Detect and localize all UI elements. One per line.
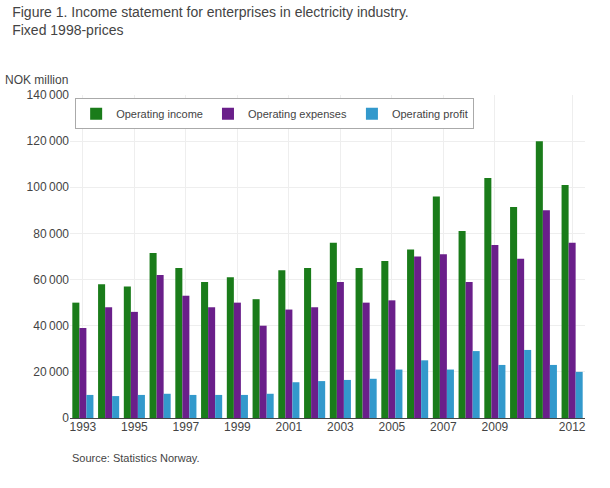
svg-text:Operating expenses: Operating expenses xyxy=(248,108,347,120)
svg-text:Operating income: Operating income xyxy=(116,108,203,120)
svg-text:1999: 1999 xyxy=(224,420,251,434)
svg-text:2012: 2012 xyxy=(559,420,586,434)
svg-text:1995: 1995 xyxy=(121,420,148,434)
svg-text:Source: Statistics Norway.: Source: Statistics Norway. xyxy=(72,452,200,464)
svg-text:2001: 2001 xyxy=(276,420,303,434)
svg-text:2007: 2007 xyxy=(430,420,457,434)
svg-text:20 000: 20 000 xyxy=(33,365,69,379)
svg-text:80 000: 80 000 xyxy=(33,227,69,241)
svg-text:Figure 1. Income statement for: Figure 1. Income statement for enterpris… xyxy=(12,4,409,38)
svg-text:60 000: 60 000 xyxy=(33,273,69,287)
svg-text:100 000: 100 000 xyxy=(27,180,70,194)
svg-text:1997: 1997 xyxy=(173,420,200,434)
svg-text:NOK million: NOK million xyxy=(5,73,68,87)
svg-text:2003: 2003 xyxy=(327,420,354,434)
svg-text:2005: 2005 xyxy=(379,420,406,434)
svg-text:1993: 1993 xyxy=(70,420,97,434)
svg-text:Operating profit: Operating profit xyxy=(392,108,468,120)
svg-text:40 000: 40 000 xyxy=(33,319,69,333)
svg-text:0: 0 xyxy=(62,411,69,425)
svg-text:140 000: 140 000 xyxy=(27,88,70,102)
svg-text:120 000: 120 000 xyxy=(27,134,70,148)
svg-text:2009: 2009 xyxy=(482,420,509,434)
